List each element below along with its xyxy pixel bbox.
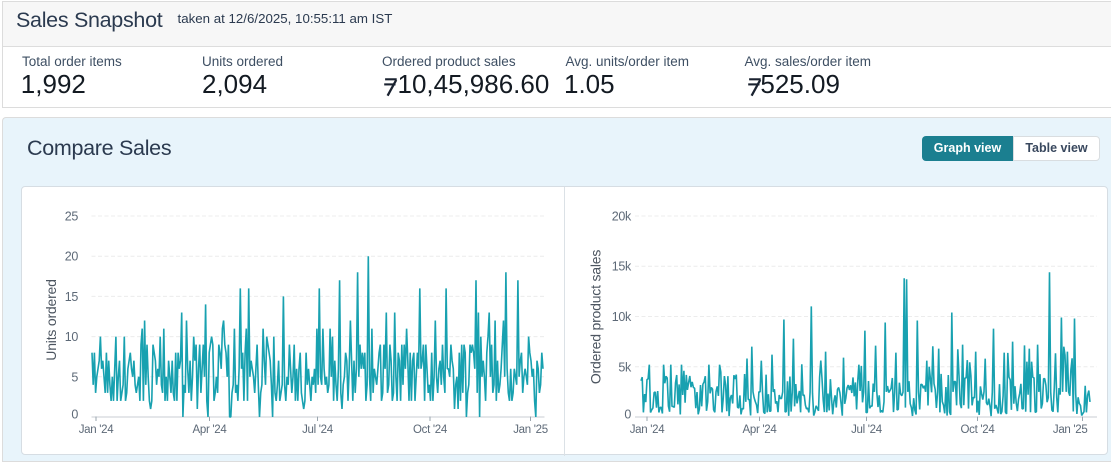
svg-text:Jul '24: Jul '24 [302,424,334,436]
svg-text:5k: 5k [618,360,632,374]
svg-text:Ordered product sales: Ordered product sales [587,250,603,385]
svg-text:15k: 15k [612,260,632,274]
svg-text:10: 10 [65,330,79,344]
svg-text:0: 0 [71,408,78,422]
svg-text:Units ordered: Units ordered [43,279,59,360]
svg-text:Jan '24: Jan '24 [630,424,666,436]
svg-text:20: 20 [65,250,79,264]
svg-text:Oct '24: Oct '24 [961,424,996,436]
svg-text:15: 15 [65,290,79,304]
svg-text:Jan '25: Jan '25 [1053,424,1088,436]
svg-text:Apr '24: Apr '24 [743,424,778,436]
svg-text:Jan '24: Jan '24 [79,424,115,436]
svg-text:Jan '25: Jan '25 [513,424,548,436]
svg-text:Oct '24: Oct '24 [413,424,448,436]
svg-text:10k: 10k [612,310,632,324]
svg-text:25: 25 [65,210,79,224]
svg-text:5: 5 [71,370,78,384]
svg-text:Jul '24: Jul '24 [851,424,883,436]
svg-text:Apr '24: Apr '24 [193,424,228,436]
svg-text:0: 0 [624,408,631,422]
svg-text:20k: 20k [612,210,632,224]
